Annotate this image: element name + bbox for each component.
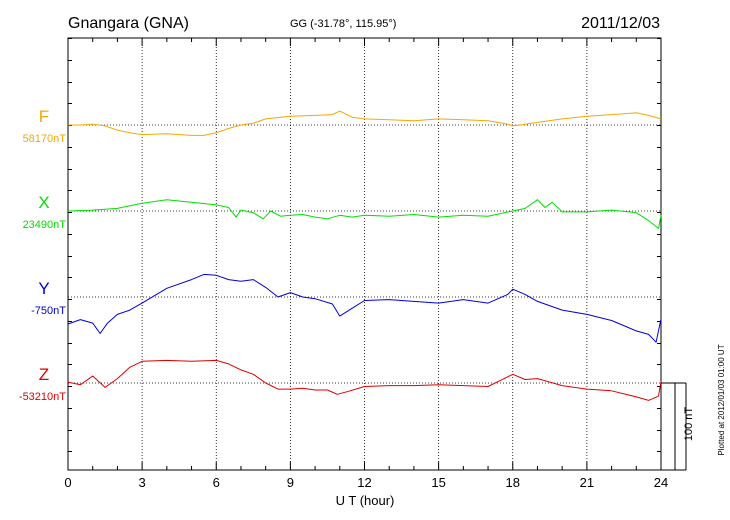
x-tick-label: 21 — [580, 475, 594, 490]
series-name-y: Y — [38, 279, 49, 298]
x-tick-label: 24 — [654, 475, 668, 490]
chart-date: 2011/12/03 — [581, 15, 660, 32]
series-line-z — [67, 359, 662, 401]
x-tick-label: 18 — [506, 475, 520, 490]
x-tick-label: 12 — [357, 475, 371, 490]
x-axis-label: U T (hour) — [336, 493, 395, 508]
x-tick-label: 6 — [213, 475, 220, 490]
series-baseline-y: -750nT — [31, 305, 66, 317]
series-baseline-f: 58170nT — [23, 133, 67, 145]
series-name-x: X — [38, 193, 49, 212]
series-line-x — [67, 199, 662, 229]
series-baseline-x: 23490nT — [23, 219, 67, 231]
station-title: Gnangara (GNA) — [68, 15, 189, 32]
axis-ticks — [67, 38, 662, 470]
x-tick-label: 3 — [139, 475, 146, 490]
x-tick-labels: 0 3 6 9 12 15 18 21 24 — [64, 475, 668, 490]
scale-bar-label: 100 nT — [683, 407, 695, 442]
series-line-f — [68, 110, 662, 136]
station-coords: GG (-31.78°, 115.95°) — [290, 18, 396, 30]
series-labels: F 58170nT X 23490nT Y -750nT Z -53210nT — [19, 107, 66, 403]
x-tick-label: 0 — [64, 475, 71, 490]
x-tick-label: 9 — [287, 475, 294, 490]
series-baseline-z: -53210nT — [19, 391, 66, 403]
series-name-z: Z — [39, 365, 49, 384]
series-name-f: F — [39, 107, 49, 126]
series-lines — [67, 110, 662, 401]
grid — [68, 38, 661, 470]
x-tick-label: 15 — [431, 475, 445, 490]
scale-bar — [661, 382, 687, 471]
plotted-at-note: Plotted at 2012/01/03 01:00 UT — [717, 344, 726, 455]
series-line-y — [67, 273, 662, 343]
